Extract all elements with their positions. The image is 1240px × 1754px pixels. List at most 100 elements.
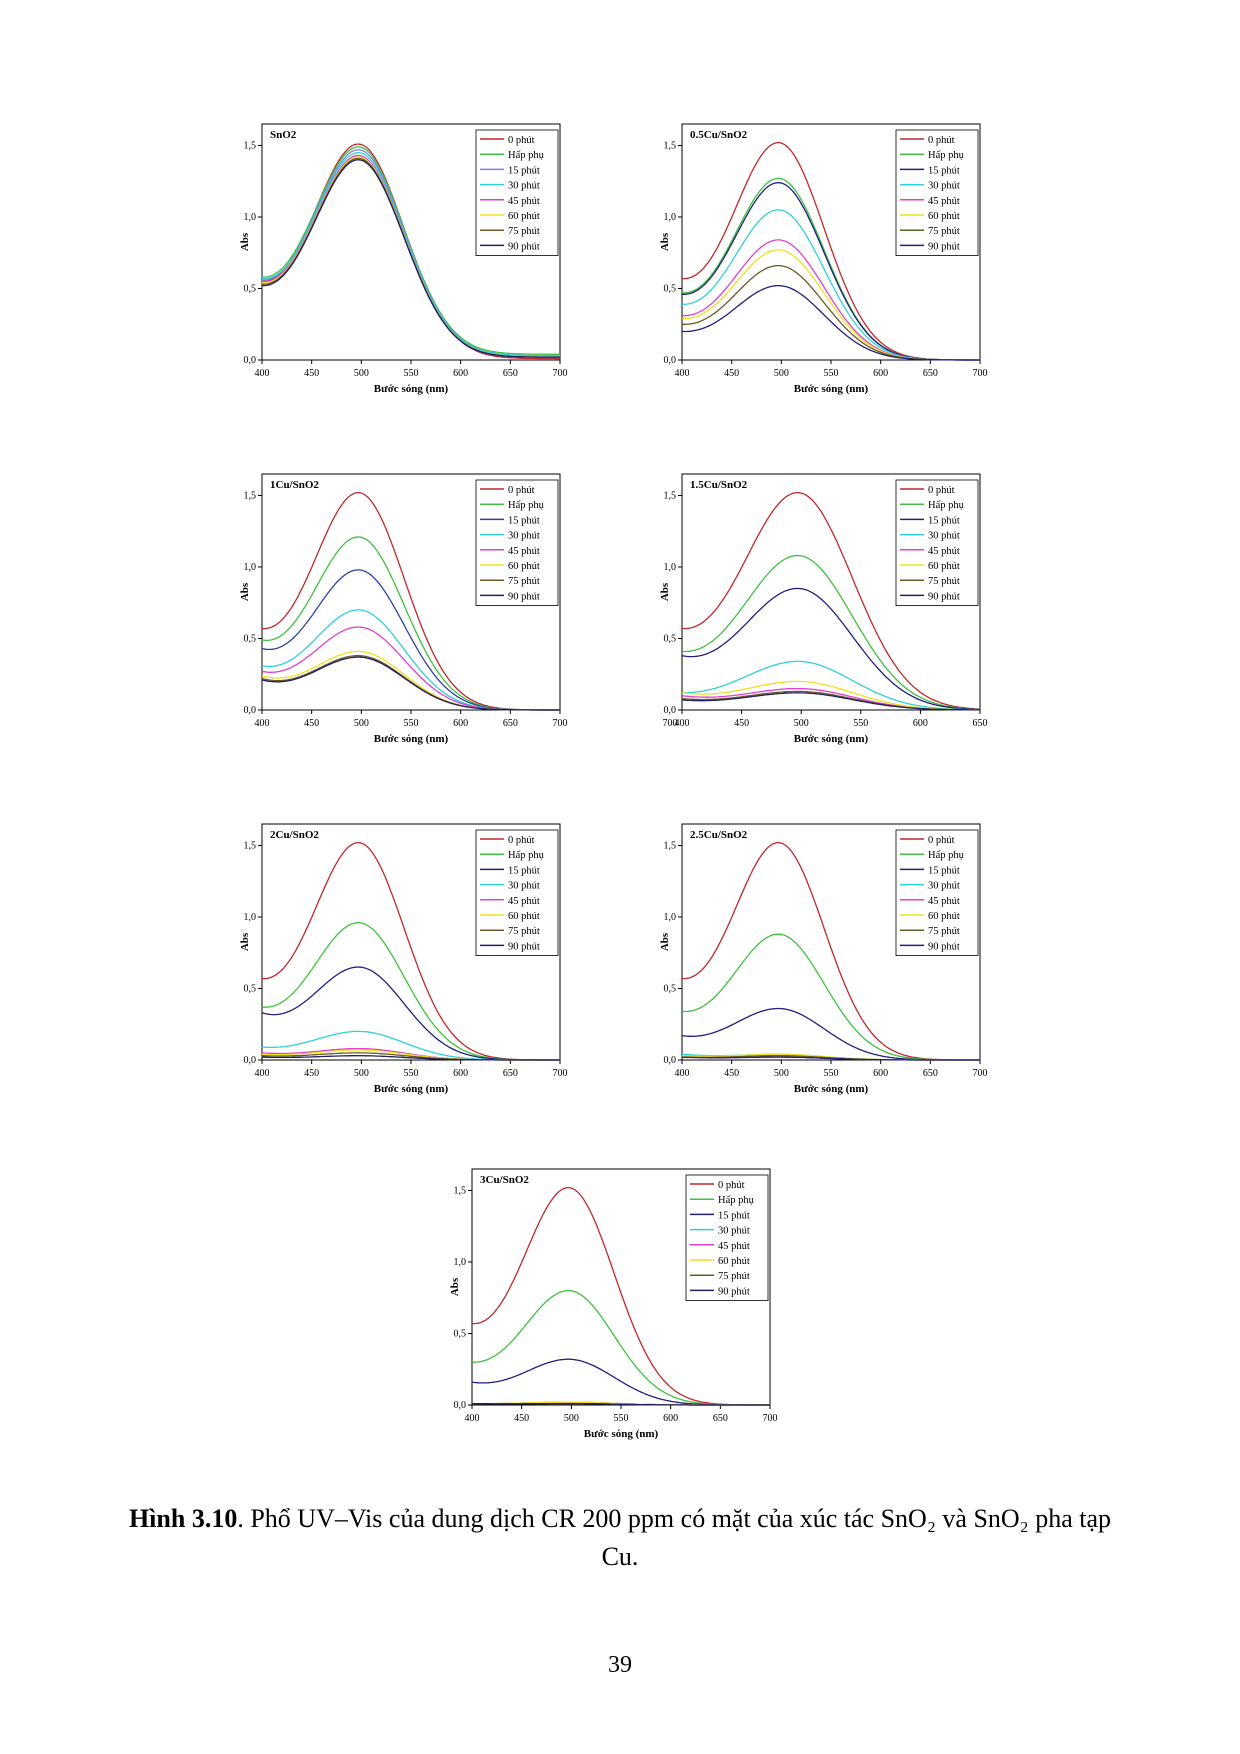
legend-label: 90 phút [508,591,540,602]
caption-label: Hình 3.10 [128,1504,238,1533]
x-tick-label: 600 [453,368,468,379]
x-tick-label: 500 [354,718,369,729]
x-tick-label: 400 [675,1068,690,1079]
y-tick-label: 1,5 [454,1185,467,1196]
legend-label: 90 phút [928,241,960,252]
legend-label: 90 phút [508,241,540,252]
legend-box [895,829,979,956]
x-tick-label: 600 [873,1068,888,1079]
series-line [261,146,560,355]
x-tick-label: 650 [503,368,518,379]
x-tick-label: 650 [503,1068,518,1079]
legend-box [895,129,979,256]
x-tick-label: 600 [873,368,888,379]
series-line [261,1055,560,1061]
y-axis-label: Abs [659,582,671,601]
y-axis-label: Abs [239,232,251,251]
legend-label: 15 phút [718,1210,750,1221]
chart-cu05: 400 450 500 550 600 650 700 0,0 0,5 1,0 1,5 Bước só… [659,123,988,395]
x-tick-label: 700 [553,1068,568,1079]
legend-label: 15 phút [928,865,960,876]
y-tick-label: 0,5 [664,633,677,644]
legend-label: 45 phút [928,546,960,557]
legend-label: 90 phút [928,591,960,602]
legend-box [685,1174,769,1301]
series-line [261,966,560,1061]
series-line [262,159,560,358]
legend-label: Hấp phụ [508,150,545,161]
series-line [682,660,980,711]
x-tick-label: 550 [404,718,419,729]
legend-label: 0 phút [928,135,955,146]
legend-label: Hấp phụ [928,150,965,161]
series-line [471,1358,770,1406]
y-axis-label: Abs [659,932,671,951]
x-axis-label: Bước sóng (nm) [794,1083,869,1095]
x-tick-label: 600 [453,1068,468,1079]
y-axis-label: Abs [239,932,251,951]
legend-label: 0 phút [928,835,955,846]
chart-cu1: 400 450 500 550 600 650 700 0,0 0,5 1,0 1,5 Bước só… [239,473,568,745]
legend-label: 30 phút [928,881,960,892]
y-tick-label: 0,5 [664,283,677,294]
chart-title: 0.5Cu/SnO2 [690,129,748,141]
series-line [261,151,560,357]
x-tick-label: 550 [404,368,419,379]
legend-label: 75 phút [928,576,960,587]
y-tick-label: 0,5 [244,983,257,994]
y-axis-label: Abs [449,1277,461,1296]
y-tick-label: 0,0 [664,705,677,716]
y-tick-label: 1,5 [664,140,677,151]
x-tick-label: 650 [713,1413,728,1424]
y-tick-label: 0,5 [454,1328,467,1339]
x-tick-label: 400 [675,368,690,379]
legend-label: 30 phút [508,531,540,542]
x-tick-label: 450 [514,1413,529,1424]
chart-title: 3Cu/SnO2 [480,1174,529,1186]
chart-cu15: 400 450 500 550 600 650 700 0,0 0,5 1,0 1,5 Bước só… [659,473,988,745]
legend-label: 15 phút [508,165,540,176]
legend-label: 30 phút [508,881,540,892]
y-tick-label: 0,5 [664,983,677,994]
x-tick-label: 650 [503,718,518,729]
legend-label: 75 phút [718,1271,750,1282]
legend-label: 45 phút [928,196,960,207]
series-line [681,284,980,361]
legend-label: 15 phút [508,515,540,526]
chart-cu25: 400 450 500 550 600 650 700 0,0 0,5 1,0 1,5 Bước só… [659,823,988,1095]
legend-box [895,479,979,606]
legend-label: 30 phút [928,531,960,542]
legend-label: Hấp phụ [928,850,965,861]
figure-caption: Hình 3.10. Phổ UV–Vis của dung dịch CR 2… [120,1500,1120,1576]
legend-label: 75 phút [928,226,960,237]
legend-label: Hấp phụ [508,850,545,861]
x-tick-label: 450 [304,368,319,379]
y-tick-label: 0,0 [244,355,257,366]
x-tick-label: 700 [973,368,988,379]
y-tick-label: 1,0 [244,562,257,573]
legend-label: Hấp phụ [718,1195,755,1206]
series-line [681,264,980,361]
y-tick-label: 1,0 [664,912,677,923]
legend-label: 60 phút [928,561,960,572]
legend-label: 75 phút [508,576,540,587]
x-tick-label: 400 [675,718,690,729]
series-line [261,626,560,711]
y-tick-label: 0,5 [244,283,257,294]
legend-label: 0 phút [508,485,535,496]
x-axis-label: Bước sóng (nm) [794,733,869,745]
legend-label: 30 phút [508,181,540,192]
x-tick-label: 550 [824,1068,839,1079]
y-axis-label: Abs [239,582,251,601]
legend-label: Hấp phụ [508,500,545,511]
legend-label: 0 phút [928,485,955,496]
x-tick-label: 400 [255,718,270,729]
legend-label: 0 phút [508,835,535,846]
x-axis-label: Bước sóng (nm) [374,1083,449,1095]
series-line [681,491,981,710]
series-line [681,1007,980,1061]
legend-label: 90 phút [508,941,540,952]
y-tick-label: 1,0 [664,562,677,573]
y-tick-label: 0,0 [664,355,677,366]
y-tick-label: 1,5 [664,490,677,501]
